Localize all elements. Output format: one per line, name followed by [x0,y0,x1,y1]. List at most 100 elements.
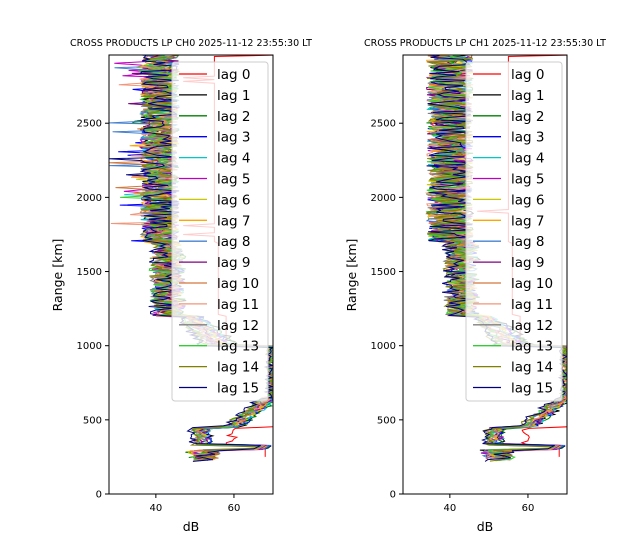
x-axis-label-ch0: dB [183,519,200,534]
legend-label: lag 10 [217,276,259,292]
x-tick-label: 40 [443,503,456,514]
y-tick-label: 2500 [371,119,396,130]
legend-label: lag 13 [511,339,553,355]
legend-item: lag 5 [473,172,544,188]
y-tick-label: 0 [390,490,396,501]
legend-box [465,61,563,402]
legend-item: lag 9 [179,255,250,271]
legend-item: lag 9 [473,255,544,271]
legend-label: lag 7 [217,213,250,229]
legend-label: lag 2 [511,109,544,125]
legend-label: lag 8 [511,234,544,250]
y-axis-label-ch0: Range [km] [50,239,65,312]
legend-item: lag 8 [473,234,544,250]
legend-label: lag 5 [511,172,544,188]
x-tick-label: 60 [228,503,241,514]
y-tick-label: 500 [377,415,396,426]
legend-label: lag 4 [217,151,250,167]
legend-item: lag 0 [179,67,250,83]
legend-label: lag 9 [511,255,544,271]
legend-ch1: lag 0 lag 1 lag 2 lag 3 lag 4 lag 5 lag 6 lag 7… [465,61,563,402]
legend-label: lag 12 [217,318,259,334]
legend-item: lag 15 [473,381,553,397]
y-tick-label: 1000 [77,341,102,352]
chart-title-ch0: CROSS PRODUCTS LP CH0 2025-11-12 23:55:3… [70,38,312,49]
y-tick-label: 2000 [77,193,102,204]
x-ticks-ch0: 40 60 [149,494,240,514]
legend-label: lag 5 [217,172,250,188]
legend-item: lag 1 [179,88,250,104]
legend-item: lag 1 [473,88,544,104]
legend-label: lag 11 [511,297,553,313]
chart-title-ch1: CROSS PRODUCTS LP CH1 2025-11-12 23:55:3… [364,38,606,49]
legend-label: lag 6 [217,192,250,208]
subplot-ch1: CROSS PRODUCTS LP CH1 2025-11-12 23:55:3… [344,38,606,534]
y-axis-label-ch1: Range [km] [344,239,359,312]
y-tick-label: 1500 [77,267,102,278]
legend-item: lag 3 [473,130,544,146]
legend-item: lag 13 [473,339,553,355]
y-tick-label: 2500 [77,119,102,130]
legend-item: lag 14 [473,360,553,376]
legend-label: lag 14 [217,360,259,376]
series-line-lag-15 [426,55,567,462]
legend-item: lag 8 [179,234,250,250]
legend-item: lag 4 [179,151,250,167]
legend-item: lag 7 [473,213,544,229]
y-ticks-ch1: 0 500 1000 1500 2000 2500 [371,119,403,501]
series-line-lag-15 [109,55,273,462]
legend-label: lag 14 [511,360,553,376]
x-tick-label: 60 [522,503,535,514]
legend-item: lag 3 [179,130,250,146]
legend-item: lag 15 [179,381,259,397]
legend-label: lag 6 [511,192,544,208]
legend-label: lag 1 [511,88,544,104]
legend-label: lag 2 [217,109,250,125]
legend-item: lag 2 [179,109,250,125]
y-tick-label: 1000 [371,341,396,352]
legend-item: lag 6 [473,192,544,208]
y-tick-label: 500 [83,415,102,426]
legend-label: lag 10 [511,276,553,292]
y-tick-label: 1500 [371,267,396,278]
legend-item: lag 7 [179,213,250,229]
y-tick-label: 0 [96,490,102,501]
legend-label: lag 9 [217,255,250,271]
legend-label: lag 4 [511,151,544,167]
series-lines-ch1 [424,55,567,462]
subplot-ch0: CROSS PRODUCTS LP CH0 2025-11-12 23:55:3… [50,38,312,534]
legend-item: lag 14 [179,360,259,376]
legend-item: lag 11 [179,297,259,313]
legend-label: lag 11 [217,297,259,313]
legend-label: lag 12 [511,318,553,334]
legend-item: lag 5 [179,172,250,188]
legend-item: lag 2 [473,109,544,125]
legend-box [171,61,269,402]
axes-frame-ch0 [108,54,274,495]
legend-item: lag 4 [473,151,544,167]
legend-label: lag 8 [217,234,250,250]
legend-item: lag 13 [179,339,259,355]
legend-label: lag 3 [511,130,544,146]
legend-label: lag 15 [511,381,553,397]
legend-label: lag 15 [217,381,259,397]
legend-label: lag 3 [217,130,250,146]
legend-item: lag 10 [473,276,553,292]
legend-label: lag 13 [217,339,259,355]
x-tick-label: 40 [149,503,162,514]
legend-item: lag 12 [473,318,553,334]
legend-ch0: lag 0 lag 1 lag 2 lag 3 lag 4 lag 5 lag 6 lag 7… [171,61,269,402]
x-ticks-ch1: 40 60 [443,494,534,514]
legend-item: lag 10 [179,276,259,292]
legend-label: lag 7 [511,213,544,229]
legend-item: lag 12 [179,318,259,334]
y-ticks-ch0: 0 500 1000 1500 2000 2500 [77,119,109,501]
legend-label: lag 0 [217,67,250,83]
x-axis-label-ch1: dB [477,519,494,534]
legend-label: lag 0 [511,67,544,83]
legend-label: lag 1 [217,88,250,104]
legend-item: lag 6 [179,192,250,208]
axes-frame-ch1 [402,54,568,495]
y-tick-label: 2000 [371,193,396,204]
